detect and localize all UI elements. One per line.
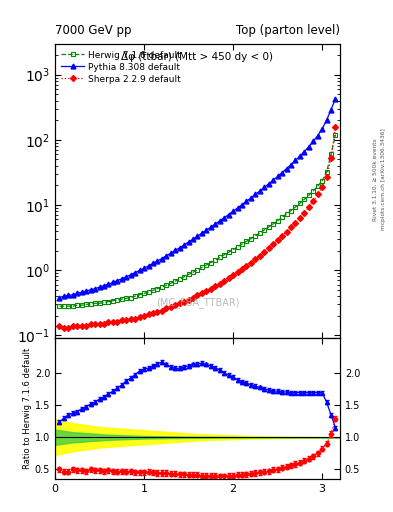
Y-axis label: Ratio to Herwig 7.1.6 default: Ratio to Herwig 7.1.6 default xyxy=(23,348,32,469)
Herwig 7.1.6 default xyxy=(186,271,191,278)
Legend: Herwig 7.1.6 default, Pythia 8.308 default, Sherpa 2.2.9 default: Herwig 7.1.6 default, Pythia 8.308 defau… xyxy=(59,48,183,86)
Pythia 8.308 default xyxy=(133,269,138,275)
Sherpa 2.2.9 default xyxy=(191,294,195,301)
Text: 7000 GeV pp: 7000 GeV pp xyxy=(55,24,132,37)
Pythia 8.308 default xyxy=(142,265,147,271)
Text: mcplots.cern.ch [arXiv:1306.3436]: mcplots.cern.ch [arXiv:1306.3436] xyxy=(381,129,386,230)
Pythia 8.308 default xyxy=(186,239,191,245)
Line: Herwig 7.1.6 default: Herwig 7.1.6 default xyxy=(57,132,338,309)
Pythia 8.308 default xyxy=(333,95,338,101)
Text: Δφ (t̅tbar) (Mtt > 450 dy < 0): Δφ (t̅tbar) (Mtt > 450 dy < 0) xyxy=(121,52,274,62)
Sherpa 2.2.9 default xyxy=(62,325,66,331)
Line: Pythia 8.308 default: Pythia 8.308 default xyxy=(57,96,338,300)
Pythia 8.308 default xyxy=(195,233,200,239)
Sherpa 2.2.9 default xyxy=(333,124,338,131)
Sherpa 2.2.9 default xyxy=(146,311,151,317)
Pythia 8.308 default xyxy=(329,106,333,113)
Pythia 8.308 default xyxy=(248,195,253,201)
Herwig 7.1.6 default xyxy=(133,293,138,299)
Herwig 7.1.6 default xyxy=(142,290,147,296)
Herwig 7.1.6 default xyxy=(57,303,62,309)
Sherpa 2.2.9 default xyxy=(137,314,142,320)
Herwig 7.1.6 default xyxy=(333,132,338,138)
Herwig 7.1.6 default xyxy=(329,151,333,157)
Sherpa 2.2.9 default xyxy=(57,323,62,329)
Line: Sherpa 2.2.9 default: Sherpa 2.2.9 default xyxy=(57,125,338,330)
Pythia 8.308 default xyxy=(57,294,62,301)
Sherpa 2.2.9 default xyxy=(200,290,204,296)
Text: Rivet 3.1.10, ≥ 500k events: Rivet 3.1.10, ≥ 500k events xyxy=(373,138,378,221)
Herwig 7.1.6 default xyxy=(248,236,253,242)
Herwig 7.1.6 default xyxy=(195,267,200,273)
Text: Top (parton level): Top (parton level) xyxy=(236,24,340,37)
Sherpa 2.2.9 default xyxy=(329,155,333,161)
Sherpa 2.2.9 default xyxy=(253,256,258,262)
Text: (MC_FBA_TTBAR): (MC_FBA_TTBAR) xyxy=(156,297,239,308)
